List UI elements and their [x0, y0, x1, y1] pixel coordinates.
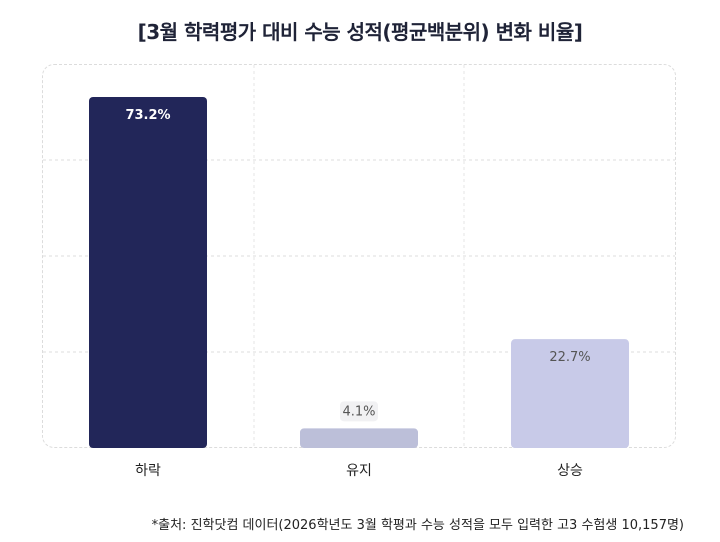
chart-title: [3월 학력평가 대비 수능 성적(평균백분위) 변화 비율] [137, 20, 583, 44]
data-label: 4.1% [342, 404, 375, 419]
category-label: 하락 [135, 463, 161, 479]
category-label: 상승 [557, 463, 583, 479]
data-label: 22.7% [549, 350, 590, 365]
bar-3 [511, 339, 629, 448]
bar-2 [300, 428, 418, 448]
source-note: *출처: 진학닷컴 데이터(2026학년도 3월 학평과 수능 성적을 모두 입… [151, 518, 684, 533]
bar-1 [89, 97, 207, 448]
category-label: 유지 [346, 463, 372, 479]
data-label: 73.2% [125, 108, 170, 123]
data-label-background [340, 401, 378, 422]
